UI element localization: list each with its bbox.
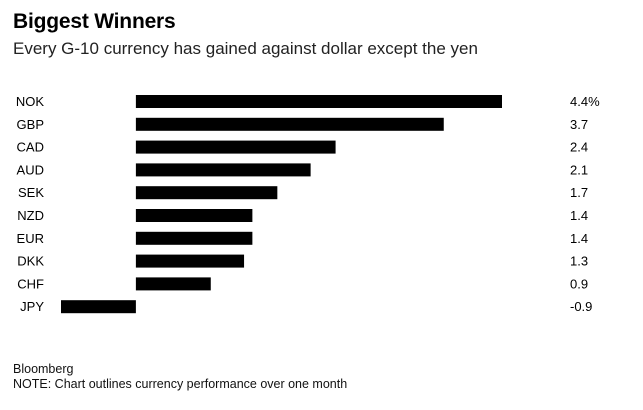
- bar-nzd: [135, 209, 253, 222]
- bar-chf: [135, 277, 211, 291]
- chart-note: NOTE: Chart outlines currency performanc…: [13, 377, 348, 391]
- value-label-dkk: 1.3: [570, 254, 588, 269]
- category-label-cad: CAD: [17, 140, 44, 155]
- value-label-aud: 2.1: [570, 162, 588, 177]
- category-label-chf: CHF: [17, 276, 44, 291]
- value-label-cad: 2.4: [570, 140, 588, 155]
- value-label-eur: 1.4: [570, 231, 588, 246]
- category-label-sek: SEK: [18, 185, 44, 200]
- value-label-sek: 1.7: [570, 185, 588, 200]
- category-label-aud: AUD: [17, 162, 44, 177]
- bar-gbp: [135, 117, 444, 131]
- value-label-nzd: 1.4: [570, 208, 588, 223]
- bar-dkk: [135, 254, 245, 268]
- category-label-eur: EUR: [17, 231, 44, 246]
- category-label-nok: NOK: [16, 94, 45, 109]
- category-label-nzd: NZD: [17, 208, 44, 223]
- bar-nok: [135, 95, 503, 108]
- bar-sek: [135, 186, 278, 200]
- category-label-gbp: GBP: [17, 117, 44, 132]
- value-label-chf: 0.9: [570, 276, 588, 291]
- bar-aud: [135, 163, 311, 177]
- bar-cad: [135, 140, 336, 154]
- chart-subtitle: Every G-10 currency has gained against d…: [13, 39, 478, 58]
- value-label-jpy: -0.9: [570, 299, 592, 314]
- chart-title: Biggest Winners: [13, 10, 176, 33]
- category-label-dkk: DKK: [17, 254, 44, 269]
- value-label-nok: 4.4%: [570, 94, 600, 109]
- value-label-gbp: 3.7: [570, 117, 588, 132]
- bar-jpy: [61, 300, 136, 314]
- bar-chart: NOK 4.4% GBP 3.7 CAD 2.4 AUD 2.1 SEK 1.7 NZD 1.4 EUR…: [16, 94, 600, 314]
- bar-eur: [135, 231, 253, 245]
- source-label: Bloomberg: [13, 362, 74, 376]
- category-label-jpy: JPY: [20, 299, 44, 314]
